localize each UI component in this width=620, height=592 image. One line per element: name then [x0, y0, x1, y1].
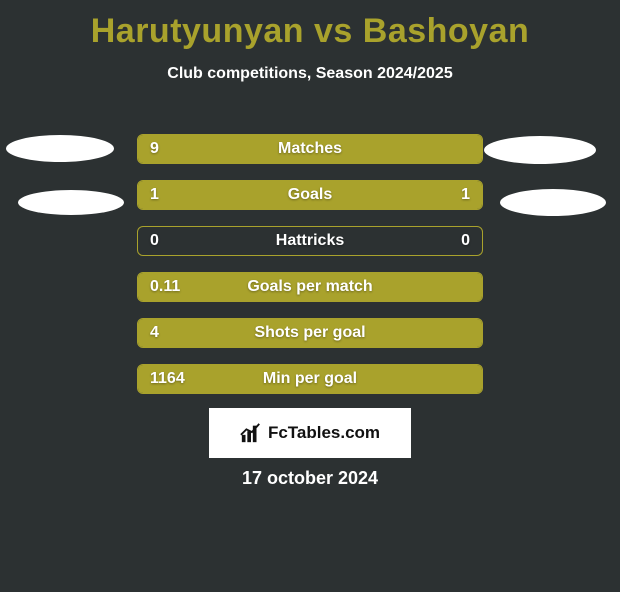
stat-left-value: 9 — [150, 140, 159, 158]
stat-right-value: 1 — [461, 186, 470, 204]
stat-row: 9 Matches — [137, 134, 483, 164]
stat-left-value: 1 — [150, 186, 159, 204]
stat-metric-label: Hattricks — [276, 232, 344, 250]
brand-logo-icon — [240, 422, 262, 444]
page-title: Harutyunyan vs Bashoyan — [0, 12, 620, 51]
avatar-placeholder — [500, 189, 606, 216]
stat-metric-label: Goals — [288, 186, 332, 204]
stat-metric-label: Matches — [278, 140, 342, 158]
stat-right-value: 0 — [461, 232, 470, 250]
stat-fill-left — [138, 181, 310, 209]
avatar-placeholder — [484, 136, 596, 164]
brand-text: FcTables.com — [268, 423, 380, 443]
stat-metric-label: Min per goal — [263, 370, 357, 388]
date-text: 17 october 2024 — [242, 468, 378, 489]
stat-left-value: 0 — [150, 232, 159, 250]
stat-row: 0.11 Goals per match — [137, 272, 483, 302]
stat-row: 1164 Min per goal — [137, 364, 483, 394]
stat-row: 1 1 Goals — [137, 180, 483, 210]
stat-metric-label: Goals per match — [247, 278, 372, 296]
stats-comparison: 9 Matches 1 1 Goals 0 0 Hattricks 0.11 Goals per … — [137, 134, 483, 410]
avatar-placeholder — [18, 190, 124, 215]
avatar-placeholder — [6, 135, 114, 162]
stat-left-value: 0.11 — [150, 278, 180, 296]
stat-metric-label: Shots per goal — [254, 324, 365, 342]
stat-left-value: 1164 — [150, 370, 185, 388]
stat-row: 0 0 Hattricks — [137, 226, 483, 256]
stat-fill-right — [310, 181, 482, 209]
stat-left-value: 4 — [150, 324, 159, 342]
subtitle: Club competitions, Season 2024/2025 — [0, 65, 620, 83]
brand-badge: FcTables.com — [209, 408, 411, 458]
stat-row: 4 Shots per goal — [137, 318, 483, 348]
